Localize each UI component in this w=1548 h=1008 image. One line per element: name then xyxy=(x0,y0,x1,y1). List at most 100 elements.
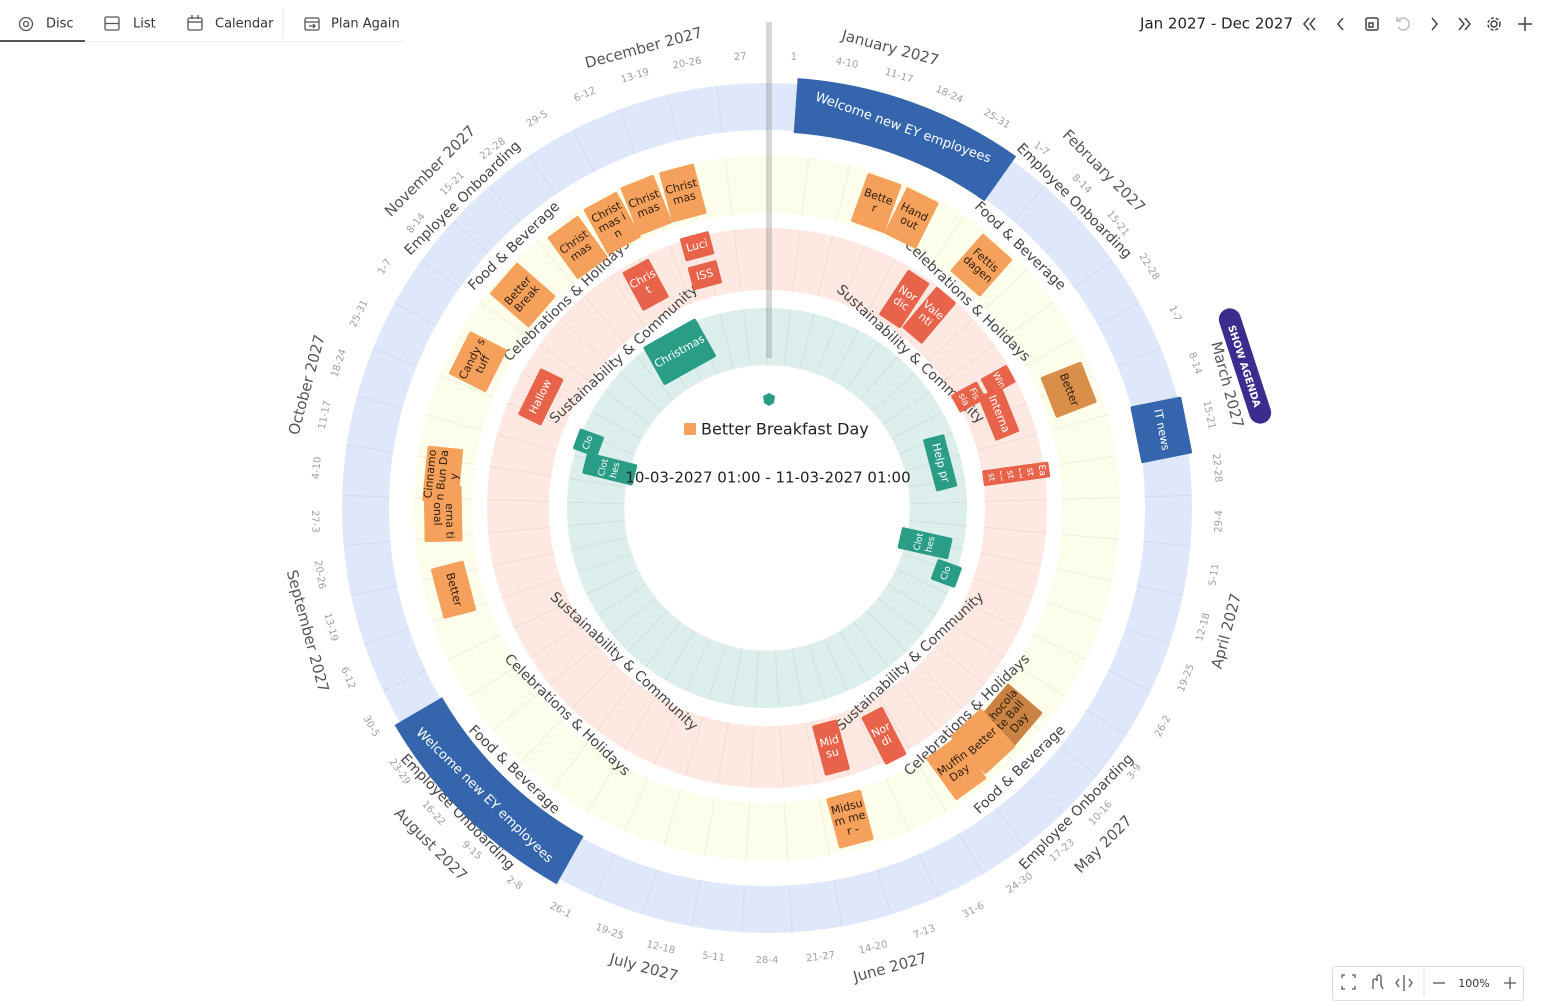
week-divider xyxy=(439,374,494,398)
week-divider xyxy=(805,722,818,784)
week-label: 12-18 xyxy=(1194,612,1212,643)
week-label: 19-25 xyxy=(1176,663,1197,694)
week-divider xyxy=(958,833,984,875)
week-divider xyxy=(909,501,967,505)
event-box: Cinnamon Bun Day xyxy=(421,445,464,505)
week-divider xyxy=(708,644,726,700)
week-label: 11-17 xyxy=(317,400,334,431)
week-divider xyxy=(572,129,595,172)
week-label: 13-19 xyxy=(321,612,339,643)
zoom-level: 100% xyxy=(1458,977,1489,990)
week-divider xyxy=(800,313,815,370)
week-label: 27-3 xyxy=(309,510,321,533)
week-divider xyxy=(931,214,965,264)
tab[interactable]: Disc xyxy=(46,17,74,32)
tab[interactable]: List xyxy=(133,17,156,32)
week-divider xyxy=(560,318,607,362)
week-divider xyxy=(741,885,746,933)
week-label: 20-26 xyxy=(312,560,327,590)
week-divider xyxy=(788,885,793,933)
week-divider xyxy=(808,644,826,700)
agenda-pill[interactable] xyxy=(1216,306,1274,427)
zoom-icons[interactable] xyxy=(1341,974,1516,991)
week-divider xyxy=(596,680,636,731)
week-divider xyxy=(1143,541,1191,547)
event[interactable] xyxy=(394,697,584,885)
week-divider xyxy=(488,526,550,534)
week-label: 22-28 xyxy=(1136,252,1161,282)
week-divider xyxy=(642,869,658,915)
week-label: 1 xyxy=(790,52,797,63)
week-divider xyxy=(818,798,830,856)
week-divider xyxy=(833,879,843,927)
event[interactable]: IT news xyxy=(1130,396,1193,464)
week-divider xyxy=(898,680,938,731)
ring xyxy=(342,83,1192,933)
week-divider xyxy=(733,229,742,292)
week-divider xyxy=(627,610,668,652)
week-divider xyxy=(343,541,391,547)
week-divider xyxy=(610,275,646,328)
ring xyxy=(567,308,967,708)
week-label: 26-1 xyxy=(548,900,573,920)
week-divider xyxy=(1033,634,1086,661)
week-label: 6-12 xyxy=(572,85,597,104)
week-divider xyxy=(571,536,628,550)
event-box: East xyxy=(1020,461,1051,482)
week-divider xyxy=(774,650,780,708)
event[interactable]: Cinnamon Bun Day xyxy=(421,445,464,505)
week-divider xyxy=(394,302,437,326)
week-divider xyxy=(1144,494,1192,498)
week-divider xyxy=(664,630,695,681)
week-divider xyxy=(839,630,870,681)
week-divider xyxy=(636,356,675,401)
event[interactable]: East xyxy=(1020,461,1051,482)
week-divider xyxy=(426,414,483,431)
week-divider xyxy=(1073,259,1113,289)
week-divider xyxy=(817,235,834,297)
week-divider xyxy=(842,245,865,304)
week-label: 15-21 xyxy=(1200,400,1217,431)
tab[interactable]: Plan Again xyxy=(331,17,400,32)
week-divider xyxy=(549,644,599,685)
week-divider xyxy=(783,309,792,367)
week-divider xyxy=(421,259,461,289)
week-divider xyxy=(567,520,625,527)
week-divider xyxy=(669,245,692,304)
week-divider xyxy=(876,869,892,915)
week-label: 30-5 xyxy=(360,714,381,739)
week-divider xyxy=(514,601,571,629)
week-divider xyxy=(448,634,501,661)
tab[interactable]: Calendar xyxy=(215,17,274,32)
week-divider xyxy=(1051,414,1108,431)
week-divider xyxy=(501,577,561,599)
week-divider xyxy=(567,501,625,505)
week-divider xyxy=(754,650,760,708)
week-label: 11-17 xyxy=(883,67,914,86)
week-divider xyxy=(342,494,390,498)
week-divider xyxy=(951,623,1005,658)
week-label: 8-14 xyxy=(1186,351,1204,376)
week-label: 13-19 xyxy=(620,67,651,86)
week-divider xyxy=(977,433,1038,452)
week-divider xyxy=(663,789,682,846)
week-divider xyxy=(645,621,681,668)
week-divider xyxy=(586,569,639,595)
event-label: East xyxy=(1020,461,1051,482)
week-label: 29-4 xyxy=(1213,510,1225,533)
week-divider xyxy=(1117,347,1162,367)
event[interactable] xyxy=(793,78,1017,202)
week-divider xyxy=(685,638,710,692)
week-label: 5-11 xyxy=(702,950,726,964)
week-label: 24-30 xyxy=(1005,871,1035,896)
week-divider xyxy=(468,665,518,697)
date-range: Jan 2027 - Dec 2027 xyxy=(1139,15,1293,33)
nav-icons[interactable] xyxy=(1303,17,1532,31)
today-marker xyxy=(763,393,775,406)
week-divider xyxy=(704,798,716,856)
week-divider xyxy=(963,601,1020,629)
week-label: 4-10 xyxy=(311,456,324,480)
week-divider xyxy=(779,725,785,788)
